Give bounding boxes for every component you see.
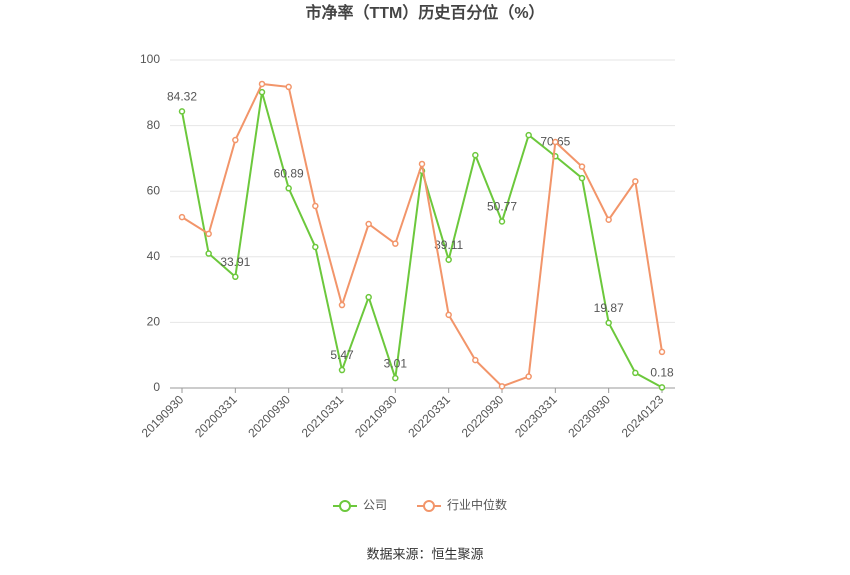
data-label: 39.11 [434, 238, 463, 252]
x-tick-label: 20210930 [352, 392, 400, 440]
point [632, 178, 639, 185]
point [392, 374, 399, 382]
point [258, 88, 266, 96]
point [445, 311, 452, 319]
y-tick-label: 0 [153, 380, 160, 394]
data-label: 33.91 [220, 255, 250, 269]
legend-label: 公司 [363, 498, 387, 512]
x-tick-label: 20190930 [139, 392, 187, 440]
point [445, 256, 452, 263]
x-tick-label: 20200930 [245, 392, 293, 440]
point [658, 384, 666, 391]
chart-title: 市净率（TTM）历史百分位（%） [305, 3, 544, 22]
y-tick-label: 80 [147, 118, 161, 132]
point [205, 250, 212, 257]
source: 数据来源：恒生聚源 [366, 546, 483, 561]
point [472, 151, 479, 159]
data-label: 50.77 [487, 200, 517, 214]
point [285, 83, 292, 91]
legend-label: 行业中位数 [447, 497, 507, 512]
x-tick-label: 20210331 [299, 392, 347, 440]
data-label: 84.32 [167, 90, 197, 104]
x-tick-label: 20220331 [405, 392, 453, 440]
legend-marker [339, 500, 351, 512]
data-label: 60.89 [274, 166, 304, 180]
data-label: 3.01 [384, 356, 408, 370]
point [498, 383, 506, 390]
point [365, 293, 372, 301]
point [285, 185, 292, 192]
point [658, 348, 666, 356]
point [418, 160, 426, 168]
point [258, 80, 266, 88]
x-tick-label: 20220930 [459, 392, 507, 440]
point [552, 138, 559, 146]
point [312, 243, 319, 251]
point [525, 131, 532, 139]
point [232, 273, 239, 281]
point [578, 163, 586, 170]
legend-marker [423, 500, 435, 512]
point [605, 216, 612, 223]
point [178, 108, 186, 115]
point [578, 174, 586, 182]
y-tick-label: 40 [147, 249, 161, 263]
y-tick-label: 20 [147, 315, 161, 329]
point [472, 356, 479, 364]
x-tick-label: 20200331 [192, 392, 240, 440]
point [232, 136, 239, 144]
data-label: 5.47 [330, 348, 354, 362]
point [632, 369, 639, 377]
x-tick-label: 20240123 [619, 392, 667, 440]
series-line [181, 91, 663, 389]
x-tick-label: 20230930 [565, 392, 613, 440]
x-tick-label: 20230331 [512, 392, 560, 440]
point [365, 220, 372, 228]
point [392, 240, 399, 247]
data-label: 19.87 [594, 301, 624, 315]
point [605, 319, 612, 327]
y-tick-label: 100 [140, 52, 160, 66]
point [338, 301, 346, 309]
y-tick-label: 60 [147, 183, 161, 197]
point [498, 218, 506, 225]
point [312, 202, 319, 210]
point [205, 230, 212, 238]
point [338, 366, 346, 374]
data-label: 0.18 [650, 366, 674, 380]
point [525, 373, 532, 380]
series-line [181, 82, 663, 388]
point [178, 213, 186, 221]
